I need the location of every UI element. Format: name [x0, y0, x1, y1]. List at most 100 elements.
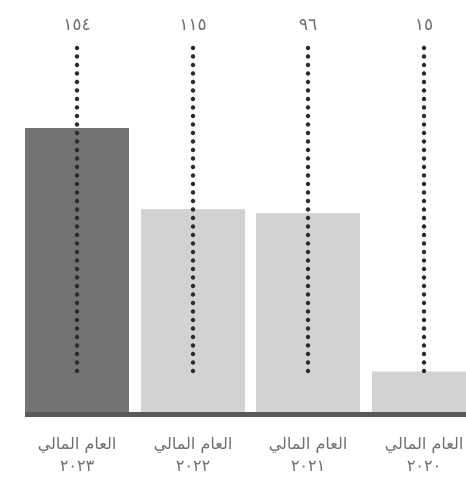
guide-dot	[421, 79, 427, 85]
guide-dot	[421, 368, 427, 374]
guide-dot	[74, 88, 80, 93]
guide-dot	[190, 62, 196, 68]
guide-dot	[74, 79, 80, 85]
guide-dot	[421, 275, 427, 280]
guide-dot	[74, 105, 80, 110]
guide-dot	[305, 360, 311, 365]
guide-dot	[190, 215, 196, 221]
guide-dot	[190, 266, 196, 272]
guide-dot	[190, 164, 196, 170]
value-label-3: ١٥	[415, 15, 433, 35]
guide-dot	[190, 173, 196, 178]
guide-dot	[74, 207, 80, 212]
guide-dot	[74, 215, 80, 221]
guide-dot	[305, 309, 311, 314]
guide-dot	[190, 275, 196, 280]
guide-dot	[305, 190, 311, 195]
guide-dot	[190, 283, 196, 289]
value-label-1: ١١٥	[179, 15, 206, 35]
guide-dot	[421, 156, 427, 161]
guide-dot	[305, 351, 311, 357]
guide-dot	[421, 207, 427, 212]
guide-dot	[305, 62, 311, 68]
guide-dot	[74, 258, 80, 263]
guide-dot	[74, 232, 80, 238]
guide-dot	[74, 224, 80, 229]
guide-dot	[305, 122, 311, 127]
guide-dot	[421, 147, 427, 153]
guide-dot	[421, 258, 427, 263]
value-labels-layer: ١٥٤ ١١٥ ٩٦ ١٥	[63, 15, 433, 35]
guide-dot	[74, 96, 80, 102]
guide-dot	[421, 45, 427, 51]
bars-layer	[25, 128, 466, 412]
category-label-3-line-0: العام المالي	[385, 434, 464, 454]
category-label-2-line-1: ٢٠٢١	[291, 456, 325, 475]
guide-dot	[305, 54, 311, 59]
guide-dot	[74, 122, 80, 127]
guide-dot	[421, 241, 427, 246]
guide-dot	[74, 309, 80, 314]
guide-dot	[305, 173, 311, 178]
guide-dot	[421, 249, 427, 255]
guide-dot	[305, 147, 311, 153]
guide-dot	[421, 54, 427, 59]
guide-dot	[74, 334, 80, 340]
guide-dot	[190, 224, 196, 229]
guide-dot	[305, 283, 311, 289]
guide-dot	[421, 300, 427, 306]
guide-dot	[421, 224, 427, 229]
guide-dot	[190, 258, 196, 263]
guide-dot	[421, 232, 427, 238]
guide-dot	[421, 317, 427, 323]
guide-dot	[190, 368, 196, 374]
guide-dot	[305, 224, 311, 229]
guide-dot	[305, 215, 311, 221]
guide-dot	[305, 241, 311, 246]
guide-dot	[421, 343, 427, 348]
chart-baseline	[25, 412, 466, 417]
guide-dot	[74, 266, 80, 272]
guide-dot	[74, 139, 80, 144]
guide-dot	[421, 215, 427, 221]
category-label-0-line-1: ٢٠٢٣	[60, 456, 95, 475]
guide-dot	[421, 190, 427, 195]
guide-dot	[421, 351, 427, 357]
guide-dot	[305, 258, 311, 263]
guide-dot	[421, 139, 427, 144]
category-label-3-line-1: ٢٠٢٠	[407, 456, 441, 475]
guide-dot	[190, 96, 196, 102]
guide-dot	[305, 88, 311, 93]
guide-dot	[421, 173, 427, 178]
dotted-guide-1	[190, 45, 196, 374]
guide-dot	[421, 62, 427, 68]
guide-dot	[305, 266, 311, 272]
guide-dot	[190, 156, 196, 161]
guide-dot	[421, 88, 427, 93]
guide-dot	[190, 300, 196, 306]
guide-dot	[74, 62, 80, 68]
guide-dot	[421, 266, 427, 272]
guide-dot	[74, 54, 80, 59]
guide-dot	[305, 292, 311, 297]
guide-dot	[74, 343, 80, 348]
guide-dot	[305, 326, 311, 331]
guide-dot	[421, 71, 427, 76]
guide-dot	[190, 88, 196, 93]
guide-dot	[190, 54, 196, 59]
guide-dot	[190, 122, 196, 127]
guide-dot	[421, 326, 427, 331]
guide-dot	[305, 343, 311, 348]
guide-dot	[190, 181, 196, 187]
dotted-guide-2	[305, 45, 311, 374]
guide-dot	[190, 343, 196, 348]
guide-dot	[74, 300, 80, 306]
dotted-guide-3	[421, 45, 427, 374]
guide-dot	[190, 232, 196, 238]
guide-dot	[190, 292, 196, 297]
guide-dot	[305, 45, 311, 51]
guide-dot	[74, 156, 80, 161]
guide-dot	[190, 71, 196, 76]
guide-dot	[190, 309, 196, 314]
